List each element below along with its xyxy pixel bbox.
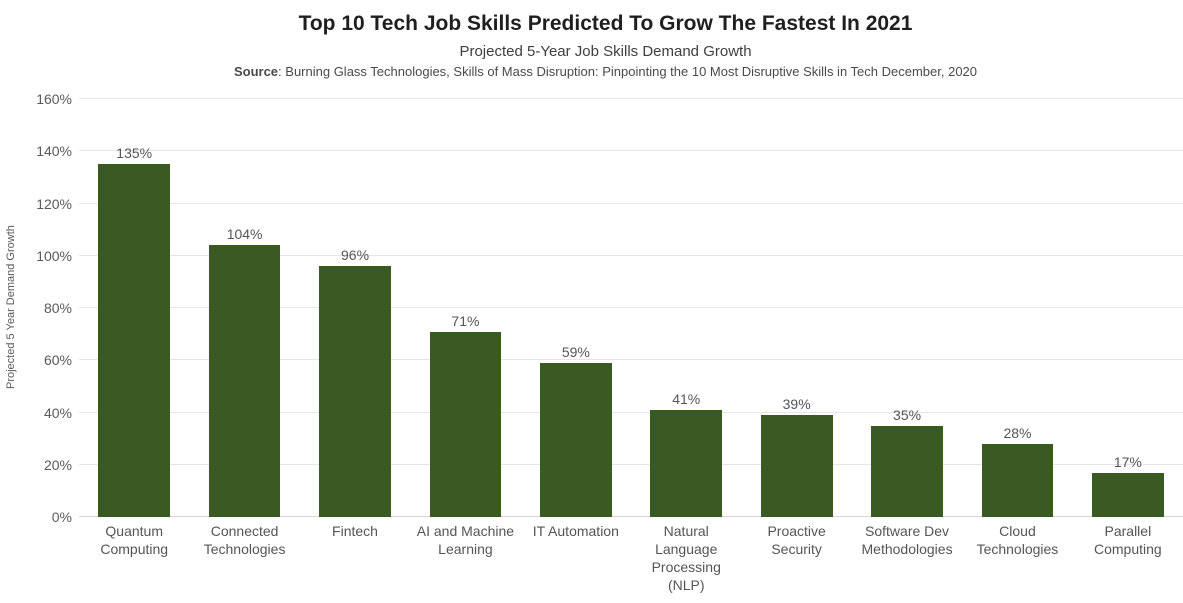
bar-value-label: 17%	[1113, 453, 1142, 470]
bar-ai-and-machine-learning	[429, 331, 502, 517]
chart-title: Top 10 Tech Job Skills Predicted To Grow…	[298, 12, 913, 35]
bar-quantum-computing	[98, 164, 171, 517]
gridline	[79, 359, 1183, 361]
bar-column-connected-technologies: 104%	[189, 99, 299, 517]
y-tick-label: 0%	[51, 509, 72, 525]
bar-value-label: 41%	[672, 390, 701, 407]
x-axis-label-cloud-technologies: Cloud Technologies	[976, 523, 1059, 557]
bar-proactive-security	[760, 415, 833, 517]
x-axis-label-connected-technologies: Connected Technologies	[203, 523, 286, 557]
bar-cloud-technologies	[981, 443, 1054, 517]
bar-column-quantum-computing: 135%	[79, 99, 189, 517]
x-axis-label-fintech: Fintech	[332, 523, 378, 539]
bar-value-label: 96%	[341, 247, 370, 264]
bar-column-ai-and-machine-learning: 71%	[410, 99, 520, 517]
x-axis-label-proactive-security: Proactive Security	[767, 523, 826, 557]
bar-value-label: 104%	[226, 226, 263, 243]
gridline	[79, 463, 1183, 465]
y-tick-label: 80%	[43, 300, 72, 316]
y-tick-label: 140%	[36, 143, 72, 160]
x-axis-label-ai-and-machine-learning: AI and Machine Learning	[416, 523, 515, 557]
bar-column-parallel-computing: 17%	[1073, 99, 1183, 517]
gridline	[79, 202, 1183, 204]
gridline	[79, 150, 1183, 152]
bar-column-fintech: 96%	[300, 99, 410, 517]
chart-subtitle: Projected 5-Year Job Skills Demand Growt…	[459, 43, 752, 60]
bars-container: 135% 104% 96% 71% 59% 41% 39% 35% 28% 17%	[79, 99, 1183, 517]
bar-software-dev-methodologies	[871, 425, 943, 517]
bar-value-label: 35%	[893, 406, 922, 423]
bar-value-label: 135%	[116, 145, 153, 162]
x-axis-label-quantum-computing: Quantum Computing	[100, 523, 169, 557]
y-tick-label: 40%	[43, 404, 72, 421]
bar-column-cloud-technologies: 28%	[962, 99, 1072, 517]
bar-column-software-dev-methodologies: 35%	[852, 99, 962, 517]
y-tick-label: 60%	[43, 352, 72, 369]
bar-value-label: 59%	[561, 343, 590, 360]
bar-fintech	[319, 266, 391, 517]
gridline	[79, 254, 1183, 256]
y-axis-ticks: 0% 20% 40% 60% 80% 100% 120% 140% 160%	[0, 91, 72, 525]
bar-value-label: 39%	[782, 396, 811, 413]
y-tick-label: 20%	[43, 456, 72, 473]
chart-source: Source: Burning Glass Technologies, Skil…	[28, 64, 1183, 79]
gridline	[79, 516, 1183, 517]
bar-value-label: 28%	[1003, 424, 1032, 441]
x-axis-label-it-automation: IT Automation	[532, 523, 619, 539]
bar-column-natural-language-processing-nlp: 41%	[631, 99, 741, 517]
bar-parallel-computing	[1091, 472, 1164, 517]
source-text: : Burning Glass Technologies, Skills of …	[278, 64, 978, 79]
gridline	[79, 98, 1183, 99]
x-axis-label-natural-language-processing-nlp: Natural Language Processing (NLP)	[651, 523, 721, 593]
source-label: Source	[233, 64, 279, 79]
bar-value-label: 71%	[451, 312, 480, 329]
gridline	[79, 411, 1183, 413]
y-tick-label: 120%	[36, 195, 72, 212]
y-tick-label: 160%	[36, 91, 72, 107]
y-tick-label: 100%	[36, 247, 72, 264]
bar-column-proactive-security: 39%	[741, 99, 851, 517]
bar-column-it-automation: 59%	[521, 99, 631, 517]
plot-area: 135% 104% 96% 71% 59% 41% 39% 35% 28% 17%	[79, 98, 1183, 517]
bar-natural-language-processing-nlp	[650, 409, 723, 517]
gridline	[79, 307, 1183, 308]
x-axis-label-parallel-computing: Parallel Computing	[1094, 523, 1162, 557]
x-axis-label-software-dev-methodologies: Software Dev Methodologies	[861, 523, 953, 557]
x-axis-labels: Quantum Computing Connected Technologies F…	[79, 523, 1183, 595]
bar-connected-technologies	[208, 245, 281, 517]
bar-it-automation	[539, 362, 612, 517]
